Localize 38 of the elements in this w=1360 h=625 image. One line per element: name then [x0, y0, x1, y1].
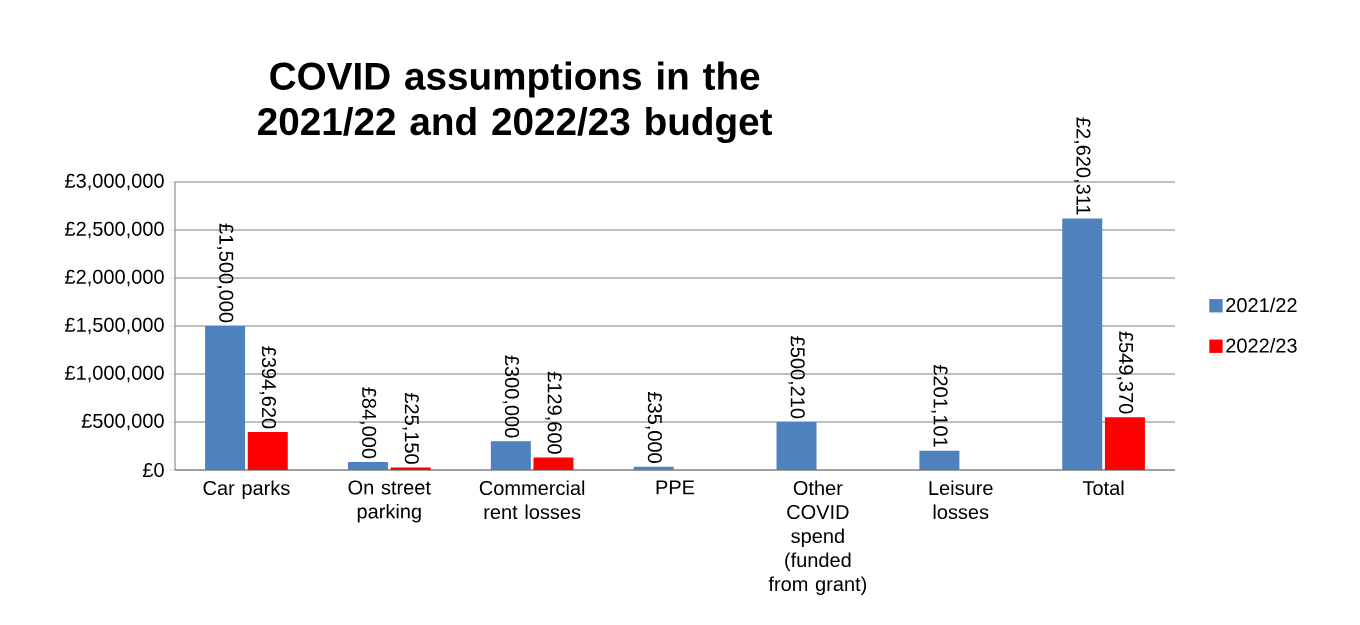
bar: [533, 457, 574, 470]
data-label: £394,620: [259, 346, 277, 429]
y-tick-label: £3,000,000: [65, 173, 164, 191]
y-tick-label: £2,000,000: [65, 269, 164, 287]
y-tick-label: £2,500,000: [65, 221, 164, 239]
y-tick-label: £1,500,000: [65, 317, 164, 335]
x-tick-label: Car parks: [203, 480, 290, 500]
x-tick-label: On street parking: [348, 480, 431, 523]
x-tick-label: PPE: [656, 480, 695, 495]
bar: [347, 461, 388, 470]
x-tick-label: Total: [1082, 480, 1124, 496]
legend-label: 2022/23: [1226, 338, 1297, 353]
bar: [205, 326, 246, 470]
bar: [490, 441, 531, 470]
data-label: £1,500,000: [216, 223, 234, 323]
data-label: £201,101: [931, 364, 948, 447]
data-label: £84,000: [359, 387, 377, 459]
bar: [776, 421, 817, 470]
data-label: £129,600: [545, 371, 562, 454]
bar: [247, 432, 288, 470]
bar: [1062, 218, 1103, 470]
bar: [633, 466, 674, 470]
x-tick-label: Commercial rent losses: [479, 480, 585, 520]
x-tick-label: Other COVID spend (funded from grant): [768, 480, 867, 596]
y-tick-label: £1,000,000: [65, 365, 164, 383]
chart-title: COVID assumptions in the 2021/22 and 2022/23 budget: [258, 61, 773, 144]
legend-label: 2021/22: [1226, 297, 1297, 313]
bar: [1104, 417, 1145, 470]
x-tick-label: Leisure losses: [929, 480, 993, 520]
data-label: £2,620,311: [1073, 117, 1091, 215]
y-tick-label: £0: [142, 462, 164, 478]
data-label: £35,000: [645, 391, 662, 463]
data-label: £549,370: [1116, 331, 1134, 414]
bar: [919, 450, 960, 470]
data-label: £500,210: [788, 336, 805, 419]
y-tick-label: £500,000: [81, 413, 164, 431]
data-label: £300,000: [502, 355, 520, 438]
data-label: £25,150: [402, 392, 419, 464]
